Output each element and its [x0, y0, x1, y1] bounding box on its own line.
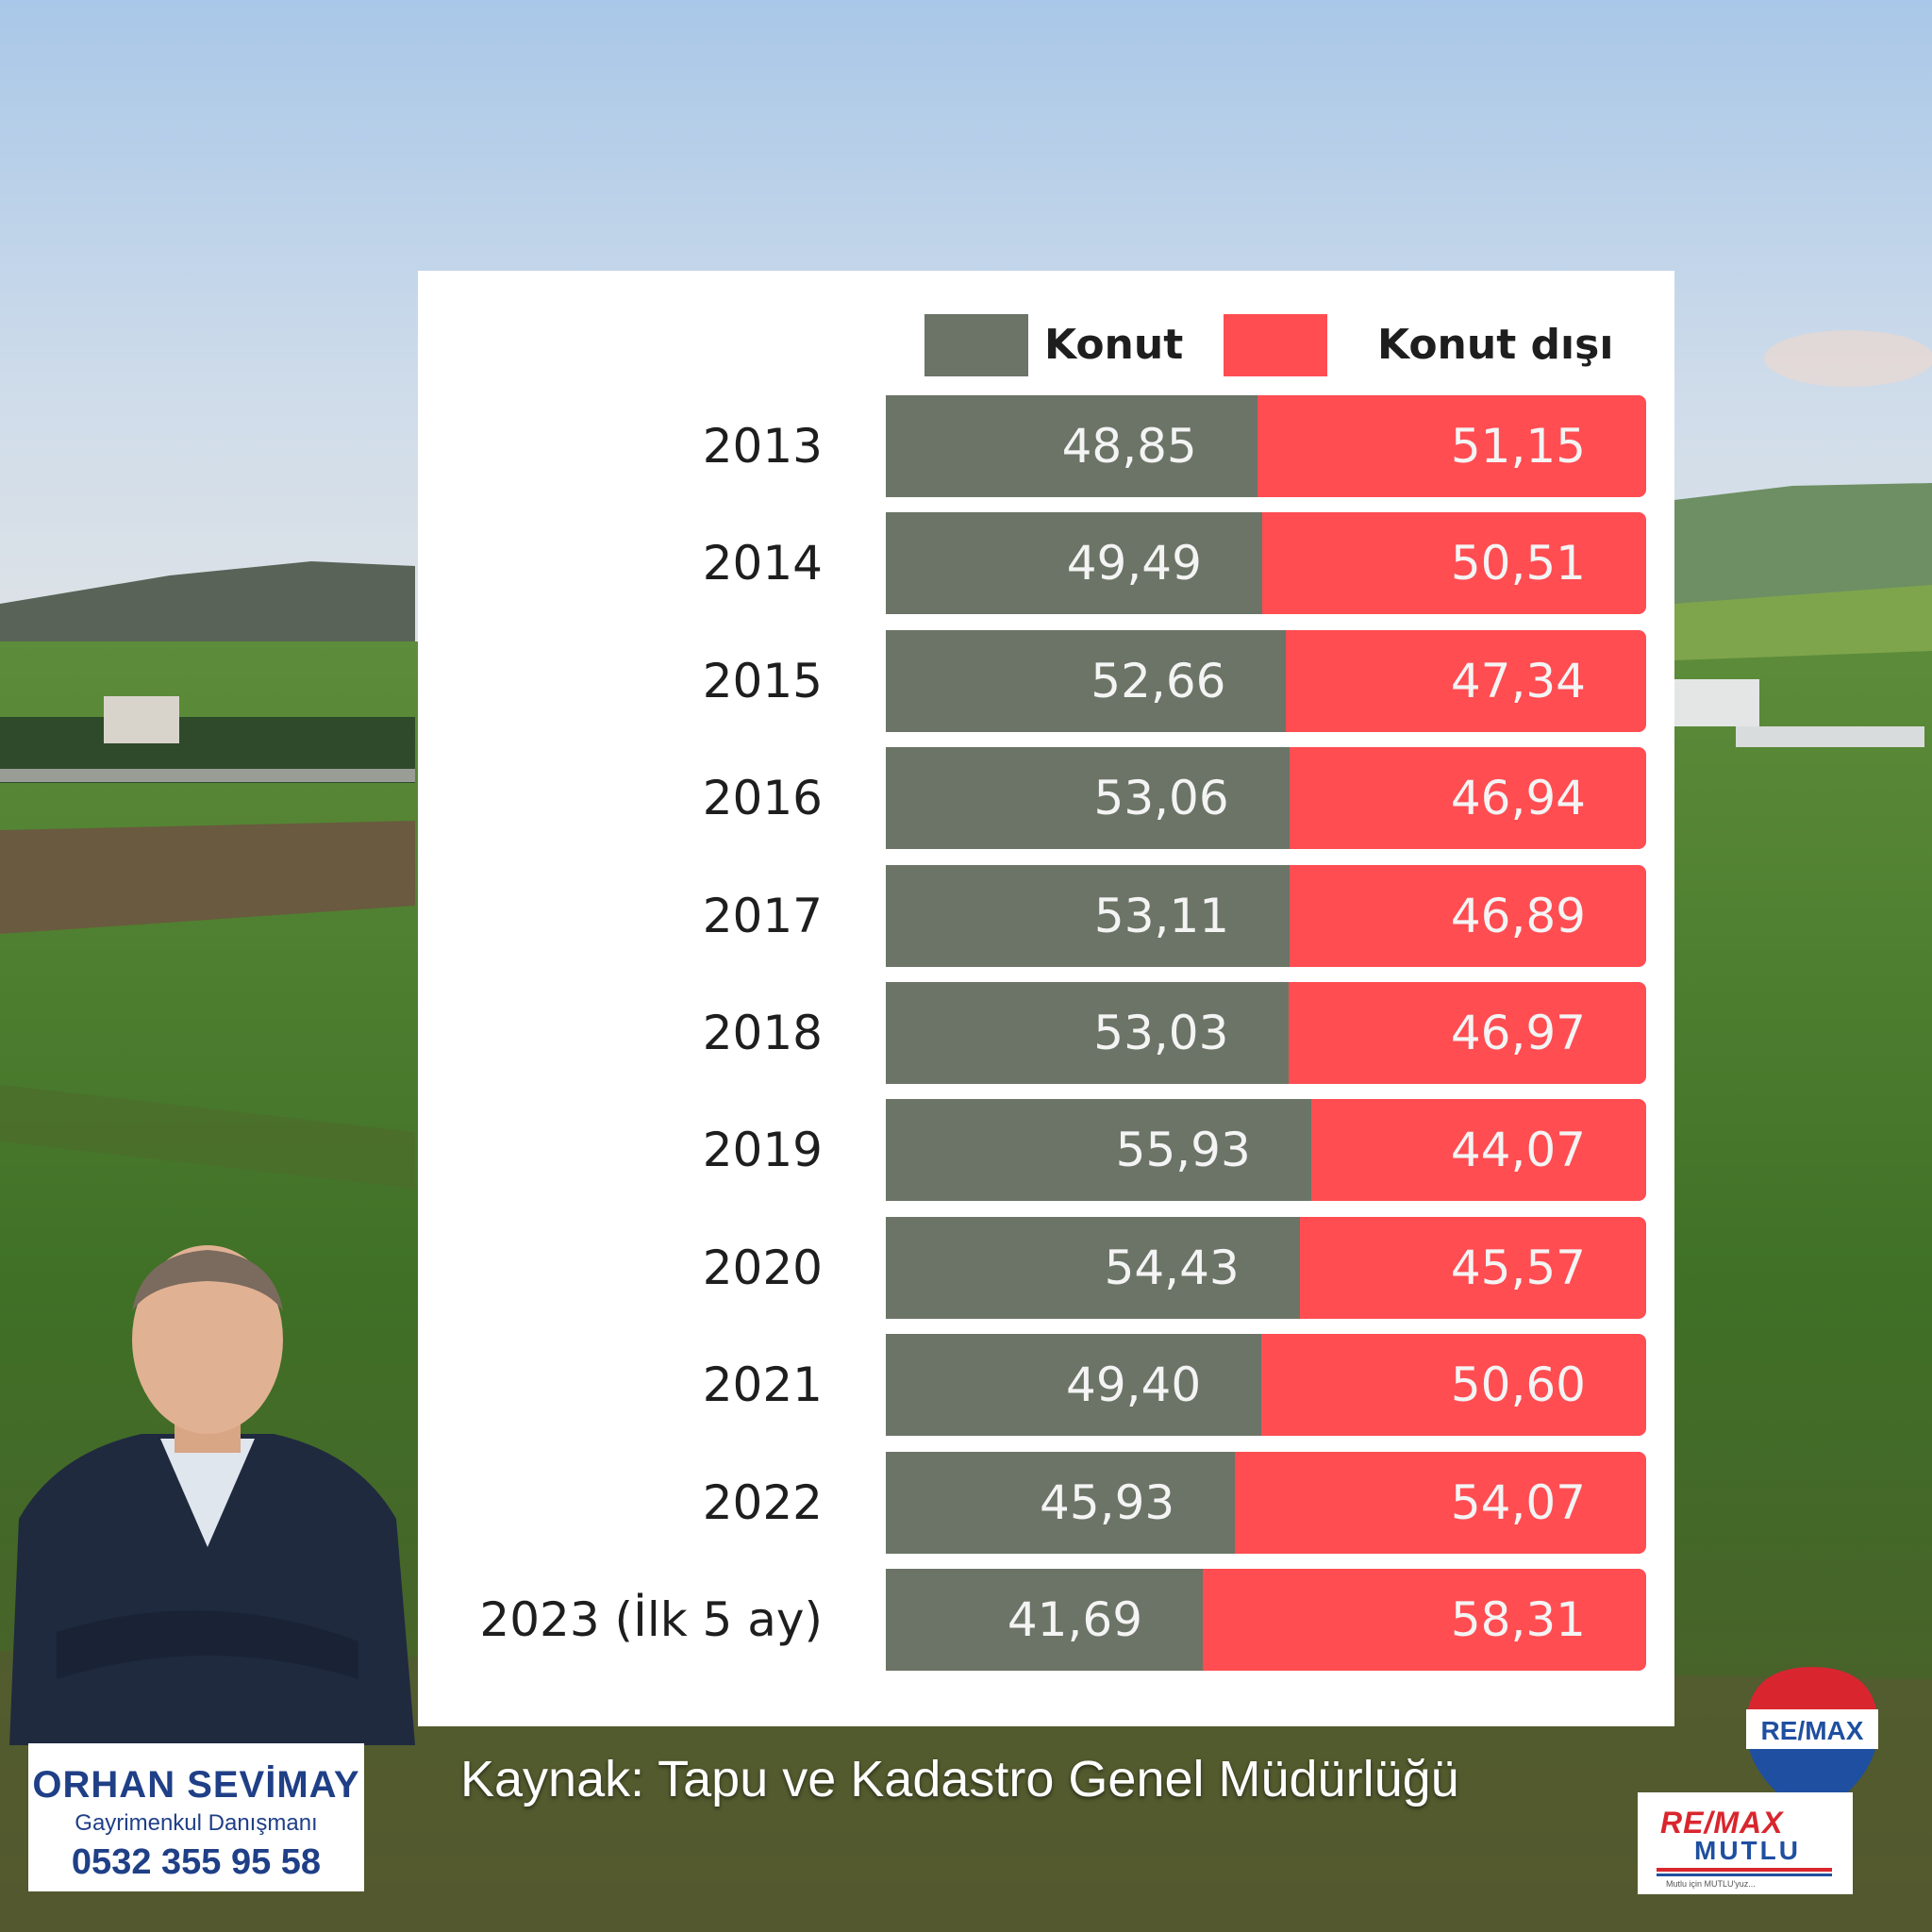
agent-name: ORHAN SEVİMAY	[32, 1764, 360, 1806]
person-portrait-icon	[9, 1245, 415, 1745]
bar-segment-konut-disi: 46,97	[1289, 982, 1646, 1084]
bar-segment-konut-disi: 50,60	[1261, 1334, 1646, 1437]
legend-label-konut: Konut	[1044, 321, 1184, 369]
category-label: 2017	[702, 888, 823, 943]
bar-segment-konut: 52,66	[886, 629, 1287, 732]
bar-row: 49,49 50,51	[886, 512, 1646, 615]
data-label: 54,07	[1450, 1474, 1586, 1530]
logo-remax-text: RE/MAX	[1660, 1806, 1784, 1840]
data-label: 50,51	[1450, 536, 1586, 591]
agent-title: Gayrimenkul Danışmanı	[75, 1810, 318, 1836]
bar-segment-konut: 53,06	[886, 747, 1290, 850]
category-label: 2014	[702, 536, 823, 591]
bar-row: 41,69 58,31	[886, 1569, 1646, 1671]
bar-segment-konut: 55,93	[886, 1099, 1311, 1202]
bar-segment-konut-disi: 54,07	[1235, 1451, 1646, 1554]
remax-mutlu-logo: RE/MAX MUTLU Mutlu için MUTLU'yuz...	[1638, 1792, 1853, 1894]
data-label: 46,97	[1450, 1006, 1586, 1060]
legend-label-konut-disi: Konut dışı	[1377, 321, 1614, 369]
data-label: 53,03	[1093, 1006, 1229, 1060]
bar-row: 49,40 50,60	[886, 1334, 1646, 1437]
bar-segment-konut: 49,49	[886, 512, 1262, 615]
bar-row: 54,43 45,57	[886, 1216, 1646, 1319]
bar-row: 53,06 46,94	[886, 747, 1646, 850]
bar-row: 53,11 46,89	[886, 864, 1646, 967]
data-label: 46,94	[1450, 771, 1586, 826]
agent-card: ORHAN SEVİMAY Gayrimenkul Danışmanı 0532…	[28, 1743, 364, 1891]
legend-swatch-konut-disi	[1224, 314, 1327, 376]
data-label: 51,15	[1450, 419, 1586, 474]
category-label: 2013	[702, 419, 823, 474]
bar-segment-konut: 45,93	[886, 1451, 1236, 1554]
category-label: 2023 (İlk 5 ay)	[479, 1592, 823, 1647]
logo-divider-blue	[1657, 1874, 1832, 1876]
category-label: 2022	[702, 1474, 823, 1530]
category-label: 2019	[702, 1123, 823, 1178]
data-label: 55,93	[1115, 1123, 1251, 1178]
category-label: 2021	[702, 1357, 823, 1413]
bar-row: 52,66 47,34	[886, 629, 1646, 732]
data-label: 45,57	[1450, 1240, 1586, 1295]
category-label: 2015	[702, 653, 823, 708]
data-label: 41,69	[1007, 1592, 1143, 1647]
data-label: 58,31	[1450, 1592, 1586, 1647]
bar-segment-konut: 49,40	[886, 1334, 1262, 1437]
bar-segment-konut-disi: 45,57	[1299, 1216, 1646, 1319]
category-label: 2016	[702, 771, 823, 826]
chart-card: Konut Konut dışı 2013 48,85 51,15 2014 49,49…	[418, 271, 1674, 1726]
bar-segment-konut-disi: 47,34	[1286, 629, 1646, 732]
legend-swatch-konut	[924, 314, 1028, 376]
bar-segment-konut-disi: 58,31	[1203, 1569, 1646, 1671]
bar-segment-konut-disi: 46,94	[1289, 747, 1646, 850]
data-label: 47,34	[1450, 653, 1586, 708]
data-label: 46,89	[1450, 888, 1586, 943]
hot-air-balloon-icon: RE/MAX	[1746, 1667, 1878, 1828]
bar-segment-konut-disi: 46,89	[1290, 864, 1646, 967]
bar-segment-konut-disi: 50,51	[1261, 512, 1646, 615]
bar-segment-konut: 53,11	[886, 864, 1291, 967]
bar-segment-konut: 53,03	[886, 982, 1290, 1084]
bar-segment-konut: 41,69	[886, 1569, 1204, 1671]
bar-row: 55,93 44,07	[886, 1099, 1646, 1202]
bar-row: 53,03 46,97	[886, 982, 1646, 1084]
bar-segment-konut: 54,43	[886, 1216, 1300, 1319]
bar-row: 48,85 51,15	[886, 395, 1646, 497]
bar-row: 45,93 54,07	[886, 1451, 1646, 1554]
bar-segment-konut-disi: 44,07	[1310, 1099, 1646, 1202]
logo-tagline: Mutlu için MUTLU'yuz...	[1666, 1879, 1756, 1889]
data-label: 53,11	[1093, 888, 1230, 943]
data-label: 44,07	[1450, 1123, 1586, 1178]
data-label: 54,43	[1104, 1240, 1240, 1295]
source-caption: Kaynak: Tapu ve Kadastro Genel Müdürlüğü	[460, 1751, 1459, 1807]
category-label: 2018	[702, 1006, 823, 1060]
bar-segment-konut-disi: 51,15	[1257, 395, 1646, 497]
data-label: 49,49	[1066, 536, 1202, 591]
bar-segment-konut: 48,85	[886, 395, 1257, 497]
logo-mutlu-text: MUTLU	[1694, 1836, 1801, 1865]
data-label: 53,06	[1093, 771, 1229, 826]
agent-phone[interactable]: 0532 355 95 58	[71, 1842, 322, 1882]
data-label: 45,93	[1040, 1474, 1175, 1530]
data-label: 50,60	[1450, 1357, 1586, 1413]
category-label: 2020	[702, 1240, 823, 1295]
balloon-text: RE/MAX	[1761, 1716, 1864, 1745]
logo-divider-red	[1657, 1868, 1832, 1872]
data-label: 52,66	[1091, 653, 1226, 708]
data-label: 49,40	[1066, 1357, 1202, 1413]
data-label: 48,85	[1061, 419, 1197, 474]
